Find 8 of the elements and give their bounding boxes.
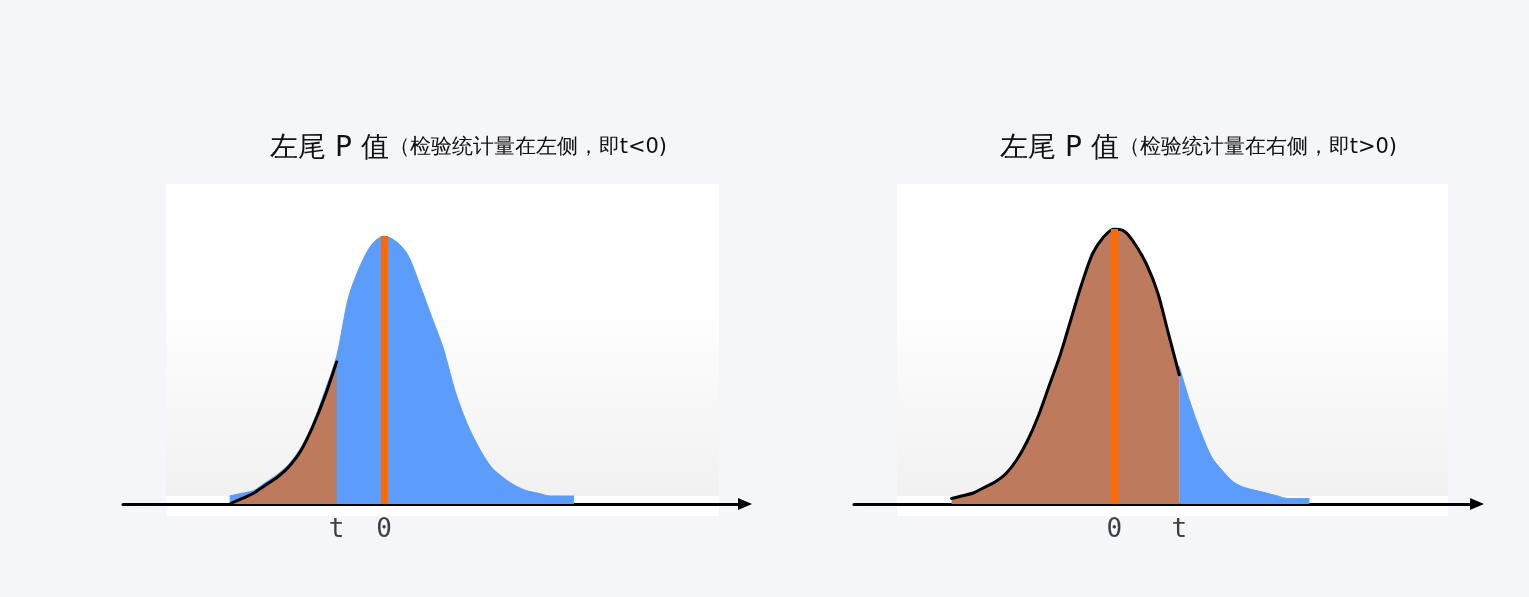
chart-title: 左尾 P 值 <box>270 129 389 163</box>
x-tick-label: t <box>1171 513 1188 543</box>
chart-subtitle: （检验统计量在右侧，即t>0) <box>1118 134 1398 158</box>
chart-subtitle: （检验统计量在左侧，即t<0) <box>388 134 668 158</box>
x-tick-label: 0 <box>1106 513 1123 543</box>
x-tick-label: 0 <box>376 513 392 543</box>
chart-title: 左尾 P 值 <box>1000 129 1119 163</box>
x-tick-label: t <box>328 513 345 543</box>
